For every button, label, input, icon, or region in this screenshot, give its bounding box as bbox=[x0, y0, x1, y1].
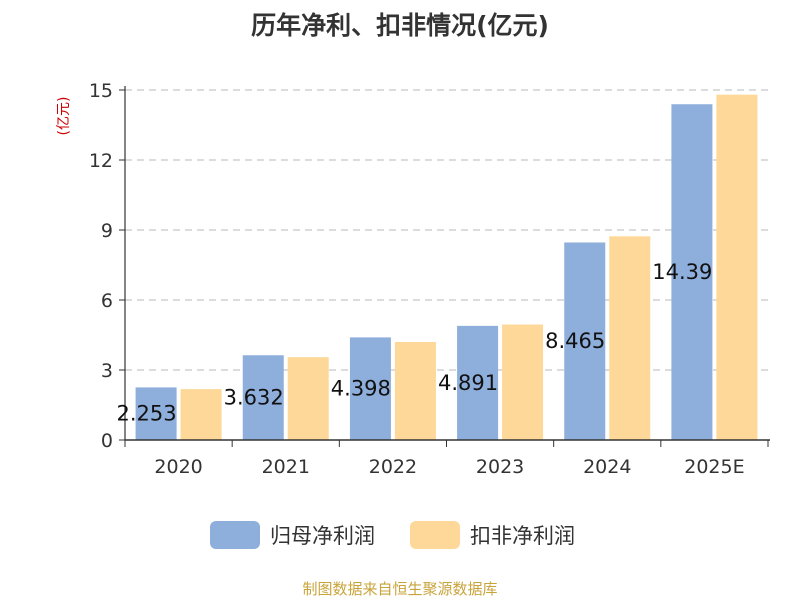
bar-deducted-profit bbox=[502, 324, 544, 440]
bar-deducted-profit bbox=[394, 342, 436, 440]
x-tick-label: 2025E bbox=[684, 456, 744, 478]
legend-swatch-1 bbox=[410, 521, 460, 549]
data-label: 14.39 bbox=[652, 260, 712, 284]
bar-net-profit bbox=[135, 387, 177, 440]
data-label: 2.253 bbox=[116, 402, 176, 426]
bar-net-profit bbox=[564, 242, 606, 440]
data-label: 3.632 bbox=[224, 386, 284, 410]
x-tick-label: 2021 bbox=[262, 456, 310, 478]
legend-label-1: 扣非净利润 bbox=[470, 524, 575, 548]
data-label: 8.465 bbox=[545, 329, 605, 353]
legend-swatch-0 bbox=[210, 521, 260, 549]
y-tick-label: 12 bbox=[89, 150, 113, 172]
y-tick-label: 9 bbox=[101, 220, 113, 242]
x-tick-label: 2024 bbox=[583, 456, 631, 478]
y-tick-label: 3 bbox=[101, 360, 113, 382]
data-label: 4.891 bbox=[438, 371, 498, 395]
bar-deducted-profit bbox=[609, 236, 651, 440]
bar-net-profit bbox=[457, 325, 499, 440]
data-label: 4.398 bbox=[331, 377, 391, 401]
chart-title: 历年净利、扣非情况(亿元) bbox=[251, 11, 549, 40]
y-tick-label: 15 bbox=[89, 80, 113, 102]
y-tick-label: 6 bbox=[101, 290, 113, 312]
bar-net-profit bbox=[242, 355, 284, 440]
y-axis-title: (亿元) bbox=[56, 97, 72, 136]
bar-net-profit bbox=[349, 337, 391, 440]
bar-deducted-profit bbox=[287, 357, 329, 440]
x-tick-label: 2022 bbox=[369, 456, 417, 478]
bar-deducted-profit bbox=[716, 94, 758, 441]
bar-net-profit bbox=[671, 104, 713, 440]
bar-deducted-profit bbox=[180, 389, 222, 440]
source-note: 制图数据来自恒生聚源数据库 bbox=[302, 580, 498, 598]
x-tick-label: 2023 bbox=[476, 456, 524, 478]
legend-label-0: 归母净利润 bbox=[270, 524, 375, 548]
y-tick-label: 0 bbox=[101, 430, 113, 452]
x-tick-label: 2020 bbox=[154, 456, 202, 478]
